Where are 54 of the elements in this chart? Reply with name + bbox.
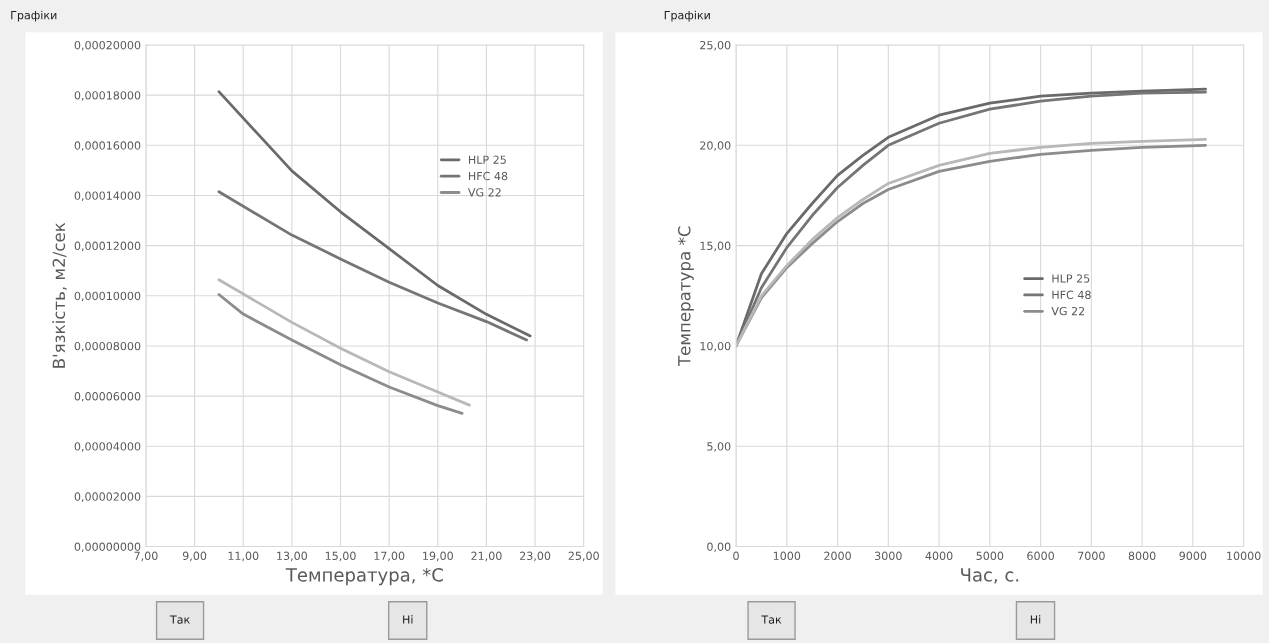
y-tick-label: 0,00000000 bbox=[74, 542, 141, 553]
legend-label: HFC 48 bbox=[1052, 290, 1091, 299]
y-tick-label: 0,00016000 bbox=[74, 141, 141, 151]
y-tick-label: 5,00 bbox=[707, 442, 731, 452]
y-tick-label: 15,00 bbox=[700, 241, 731, 252]
y-tick-label: 20,00 bbox=[700, 141, 731, 151]
x-tick-label: 4000 bbox=[925, 551, 953, 561]
y-tick-label: 0,00018000 bbox=[74, 91, 141, 101]
y-tick-label: 25,00 bbox=[700, 40, 731, 51]
text: Графіки bbox=[11, 10, 57, 22]
y-axis-title: Температура *С bbox=[677, 226, 694, 367]
y-tick-label: 0,00020000 bbox=[74, 40, 141, 51]
x-axis-title: Температура, *С bbox=[285, 568, 443, 586]
y-tick-label: 0,00004000 bbox=[74, 442, 141, 452]
x-tick-label: 11,00 bbox=[228, 551, 259, 562]
y-tick-label: 0,00006000 bbox=[74, 392, 141, 402]
x-tick-label: 15,00 bbox=[325, 551, 356, 562]
x-tick-label: 17,00 bbox=[374, 551, 405, 562]
text: Ні bbox=[403, 615, 413, 624]
x-tick-label: 13,00 bbox=[277, 551, 308, 562]
legend-label: HLP 25 bbox=[468, 155, 506, 164]
text: Так bbox=[169, 615, 190, 624]
y-tick-label: 0,00002000 bbox=[74, 492, 141, 502]
text: Графіки bbox=[664, 10, 710, 22]
x-tick-label: 2000 bbox=[824, 551, 851, 561]
y-tick-label: 0,00008000 bbox=[74, 341, 141, 352]
legend-label: VG 22 bbox=[1051, 306, 1085, 316]
x-tick-label: 8000 bbox=[1128, 551, 1156, 561]
x-tick-label: 0 bbox=[733, 551, 739, 561]
y-tick-label: 0,00014000 bbox=[74, 191, 141, 201]
x-tick-label: 9,00 bbox=[182, 551, 207, 562]
text: Ні bbox=[1030, 615, 1041, 624]
y-tick-label: 0,00 bbox=[707, 542, 731, 553]
x-tick-label: 25,00 bbox=[568, 551, 599, 562]
x-tick-label: 7,00 bbox=[134, 551, 158, 562]
x-axis-title: Час, с. bbox=[961, 568, 1019, 584]
legend-label: VG 22 bbox=[467, 188, 501, 197]
legend-label: HLP 25 bbox=[1052, 274, 1090, 283]
x-tick-label: 9000 bbox=[1179, 551, 1207, 561]
x-tick-label: 21,00 bbox=[471, 551, 502, 562]
y-axis-title: В'язкість, м2/сек bbox=[52, 222, 67, 368]
y-tick-label: 0,00010000 bbox=[74, 291, 141, 302]
x-tick-label: 3000 bbox=[875, 551, 902, 561]
x-tick-label: 19,00 bbox=[423, 551, 453, 562]
legend-label: HFC 48 bbox=[468, 171, 508, 181]
x-tick-label: 6000 bbox=[1027, 551, 1054, 561]
x-tick-label: 7000 bbox=[1078, 551, 1105, 561]
text: Так bbox=[761, 615, 782, 624]
x-tick-label: 1000 bbox=[773, 551, 801, 561]
x-tick-label: 5000 bbox=[976, 551, 1004, 561]
x-tick-label: 23,00 bbox=[520, 551, 551, 562]
y-tick-label: 10,00 bbox=[700, 341, 731, 352]
y-tick-label: 0,00012000 bbox=[74, 241, 141, 252]
x-tick-label: 10000 bbox=[1227, 551, 1261, 561]
